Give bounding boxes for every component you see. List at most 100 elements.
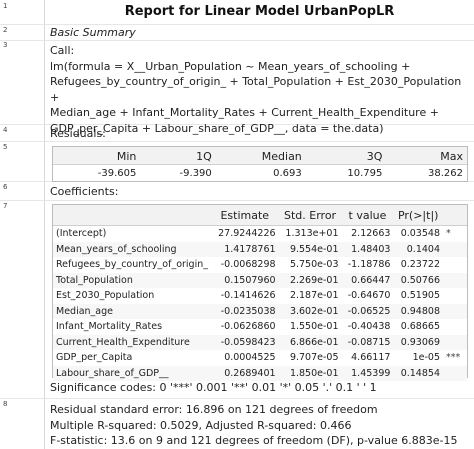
coef-stderr: 6.866e-01 xyxy=(278,334,342,350)
coef-row: Infant_Mortality_Rates -0.0626860 1.550e… xyxy=(53,319,467,335)
coef-pvalue: 0.50766 xyxy=(393,272,443,288)
residuals-header-3q: 3Q xyxy=(305,147,387,165)
residuals-value-row: -39.605 -9.390 0.693 10.795 38.262 xyxy=(53,165,467,182)
coef-term: Total_Population xyxy=(53,272,211,288)
coef-term: Median_age xyxy=(53,303,211,319)
coef-estimate: -0.0626860 xyxy=(220,321,276,333)
coef-tvalue: -0.06525 xyxy=(341,303,394,319)
coef-term: GDP_per_Capita xyxy=(56,352,133,364)
section-basic-summary: Basic Summary xyxy=(50,26,136,39)
coef-stars: * xyxy=(446,228,451,240)
coef-tvalue: -1.18786 xyxy=(347,259,391,271)
coefficients-header-row: Estimate Std. Error t value Pr(>|t|) xyxy=(53,205,467,226)
coef-pvalue: 1e-05 xyxy=(412,352,440,364)
coefficients-table: Estimate Std. Error t value Pr(>|t|) (In… xyxy=(52,204,468,381)
coef-stars xyxy=(443,272,467,288)
row-number: 2 xyxy=(3,26,8,34)
coef-tvalue: 0.66447 xyxy=(341,272,394,288)
row-number: 7 xyxy=(3,202,8,210)
coef-pvalue: 0.94808 xyxy=(393,303,443,319)
r-squared: Multiple R-squared: 0.5029, Adjusted R-s… xyxy=(50,418,352,432)
coef-row: Median_age -0.0235038 3.602e-01 -0.06525… xyxy=(53,303,467,319)
coef-term: (Intercept) xyxy=(56,228,107,240)
coef-row: Refugees_by_country_of_origin_ -0.006829… xyxy=(53,257,467,273)
residuals-header-row: Min 1Q Median 3Q Max xyxy=(53,147,467,165)
coef-header-tvalue: t value xyxy=(341,205,394,226)
row-number: 8 xyxy=(3,400,8,408)
coef-row: GDP_per_Capita 0.0004525 9.707e-05 4.661… xyxy=(53,350,467,366)
coef-term: Est_2030_Population xyxy=(56,290,155,302)
row-number: 3 xyxy=(3,41,8,49)
coef-stderr: 3.602e-01 xyxy=(278,303,342,319)
coef-term: Infant_Mortality_Rates xyxy=(56,321,163,333)
row-number: 1 xyxy=(3,2,8,10)
call-line: Refugees_by_country_of_origin_ + Total_P… xyxy=(50,75,462,104)
call-line: lm(formula = X__Urban_Population ~ Mean_… xyxy=(50,59,411,73)
coef-row: Labour_share_of_GDP__ 0.2689401 1.850e-0… xyxy=(53,365,467,381)
coef-estimate: -0.0068298 xyxy=(220,259,276,271)
residuals-value-max: 38.262 xyxy=(428,167,463,179)
significance-codes: Significance codes: 0 '***' 0.001 '**' 0… xyxy=(50,381,377,394)
call-line: Median_age + Infant_Mortality_Rates + Cu… xyxy=(50,106,439,119)
coef-stderr: 1.850e-01 xyxy=(278,365,342,381)
f-statistic: F-statistic: 13.6 on 9 and 121 degrees o… xyxy=(50,434,458,447)
coef-estimate: 0.0004525 xyxy=(224,352,276,364)
coef-header-stderr: Std. Error xyxy=(278,205,342,226)
coef-stars: *** xyxy=(446,352,461,364)
coef-row: Mean_years_of_schooling 1.4178761 9.554e… xyxy=(53,241,467,257)
coef-stars xyxy=(443,241,467,257)
row-number: 4 xyxy=(3,126,8,134)
coef-stderr: 1.313e+01 xyxy=(285,228,339,240)
call-line: GDP_per_Capita + Labour_share_of_GDP__, … xyxy=(50,121,384,135)
coef-stderr: 9.707e-05 xyxy=(289,352,339,364)
residuals-label: Residuals: xyxy=(50,127,106,140)
coef-row: Total_Population 0.1507960 2.269e-01 0.6… xyxy=(53,272,467,288)
residual-standard-error: Residual standard error: 16.896 on 121 d… xyxy=(50,403,378,416)
coef-estimate: 27.9244226 xyxy=(218,228,276,240)
coef-tvalue: -0.40438 xyxy=(347,321,391,333)
call-label: Call: xyxy=(50,44,75,57)
residuals-value-1q: -9.390 xyxy=(179,167,212,179)
coef-stars xyxy=(443,334,467,350)
row-number: 5 xyxy=(3,143,8,151)
coef-tvalue: 1.48403 xyxy=(341,241,394,257)
coef-stderr: 2.187e-01 xyxy=(289,290,339,302)
coef-pvalue: 0.93069 xyxy=(393,334,443,350)
coef-estimate: 1.4178761 xyxy=(211,241,279,257)
coef-header-pvalue: Pr(>|t|) xyxy=(393,205,443,226)
call-block: Call: lm(formula = X__Urban_Population ~… xyxy=(50,43,468,136)
coef-row: (Intercept) 27.9244226 1.313e+01 2.12663… xyxy=(53,226,467,242)
coef-header-term xyxy=(53,205,211,226)
residuals-header-1q: 1Q xyxy=(140,147,216,165)
row-separator xyxy=(0,398,474,399)
coefficients-label: Coefficients: xyxy=(50,185,119,198)
coef-stars xyxy=(443,288,467,304)
coef-stars xyxy=(443,365,467,381)
residuals-header-min: Min xyxy=(53,147,141,165)
coef-term: Refugees_by_country_of_origin_ xyxy=(56,259,208,271)
row-number: 6 xyxy=(3,183,8,191)
row-separator xyxy=(0,40,474,41)
coef-term: Mean_years_of_schooling xyxy=(53,241,211,257)
coef-stars xyxy=(443,257,467,273)
residuals-header-median: Median xyxy=(215,147,306,165)
coef-row: Est_2030_Population -0.1414626 2.187e-01… xyxy=(53,288,467,304)
coef-estimate: -0.1414626 xyxy=(220,290,276,302)
coef-tvalue: 1.45399 xyxy=(341,365,394,381)
coef-estimate: 0.2689401 xyxy=(211,365,279,381)
coef-header-estimate: Estimate xyxy=(211,205,279,226)
row-separator xyxy=(0,24,474,25)
coef-pvalue: 0.68665 xyxy=(400,321,440,333)
coef-header-stars xyxy=(443,205,467,226)
report-title: Report for Linear Model UrbanPopLR xyxy=(124,4,395,19)
row-number-gutter xyxy=(0,0,44,449)
coef-estimate: -0.0235038 xyxy=(211,303,279,319)
coef-tvalue: -0.64670 xyxy=(347,290,391,302)
coef-stars xyxy=(443,303,467,319)
coef-stderr: 5.750e-03 xyxy=(289,259,339,271)
residuals-value-3q: 10.795 xyxy=(347,167,383,179)
coef-pvalue: 0.23722 xyxy=(400,259,440,271)
coef-pvalue: 0.51905 xyxy=(400,290,440,302)
coef-tvalue: 2.12663 xyxy=(351,228,391,240)
coef-term: Labour_share_of_GDP__ xyxy=(53,365,211,381)
